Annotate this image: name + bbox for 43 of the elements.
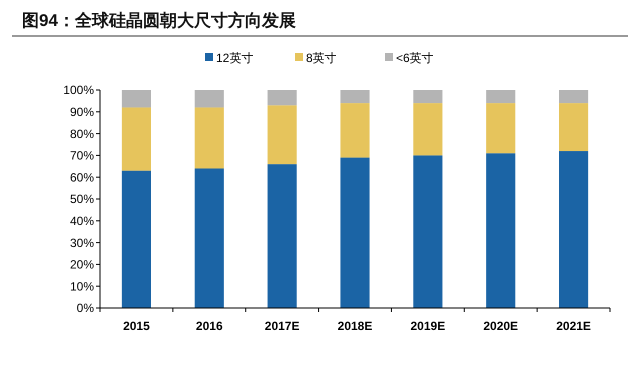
x-tick-label: 2017E <box>264 319 300 333</box>
bar <box>559 103 588 152</box>
y-tick-label: 10% <box>70 279 94 294</box>
y-tick-label: 50% <box>70 192 94 206</box>
bar <box>122 170 151 308</box>
bar <box>194 90 224 108</box>
legend-label: <6英寸 <box>396 51 434 66</box>
bar <box>194 107 224 168</box>
bar <box>559 90 588 104</box>
bar <box>486 103 516 154</box>
bar <box>268 105 297 164</box>
y-tick-label: 0% <box>76 301 94 316</box>
y-tick-label: 90% <box>70 105 94 119</box>
y-tick-label: 20% <box>70 258 94 272</box>
bar <box>340 158 370 308</box>
x-tick-label: 2015 <box>123 319 150 333</box>
bar <box>122 90 151 108</box>
y-tick-label: 40% <box>70 214 94 228</box>
bar <box>194 168 224 308</box>
legend-label: 12英寸 <box>216 51 254 66</box>
bar <box>413 155 442 308</box>
y-tick-label: 70% <box>70 148 94 163</box>
bar <box>413 103 442 156</box>
x-tick-label: 2018E <box>338 319 372 333</box>
y-tick-label: 100% <box>63 83 94 98</box>
x-tick-label: 2021E <box>556 319 591 333</box>
bar <box>340 90 370 104</box>
legend-label: 8英寸 <box>306 51 337 66</box>
bar <box>122 107 151 171</box>
bar <box>486 90 516 104</box>
bar <box>559 151 588 308</box>
bar <box>486 153 516 308</box>
x-tick-label: 2016 <box>196 319 223 333</box>
chart-title: 图94：全球硅晶圆朝大尺寸方向发展 <box>22 11 296 30</box>
x-tick-label: 2019E <box>410 319 446 333</box>
bar <box>268 90 297 106</box>
x-tick-label: 2020E <box>483 319 518 333</box>
bar <box>268 164 297 308</box>
y-tick-label: 30% <box>70 236 94 250</box>
y-tick-label: 60% <box>70 170 94 184</box>
y-tick-label: 80% <box>70 126 94 141</box>
bar <box>413 90 442 104</box>
bar <box>340 103 370 158</box>
